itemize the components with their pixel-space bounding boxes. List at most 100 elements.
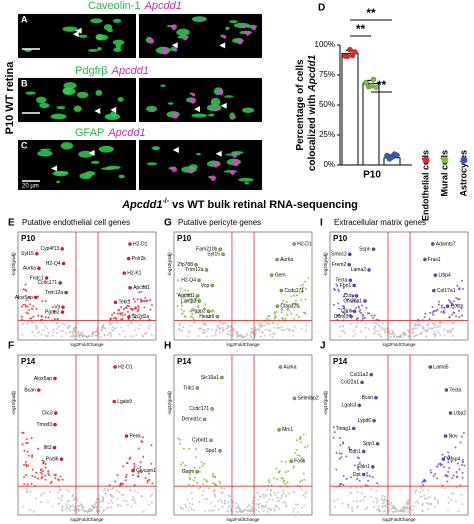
background-point: [288, 329, 291, 332]
cell-signal: [107, 28, 113, 33]
background-point: [350, 476, 353, 479]
background-point: [129, 489, 132, 492]
background-point: [407, 334, 410, 337]
background-point: [367, 479, 370, 482]
cell-signal: [242, 107, 255, 113]
background-point: [22, 463, 25, 466]
background-point: [293, 325, 296, 328]
x-axis-label: log2FoldChange: [226, 517, 260, 522]
gene-point: [351, 426, 356, 431]
background-point: [120, 305, 123, 308]
background-point: [61, 494, 64, 497]
background-point: [383, 509, 386, 512]
background-point: [363, 317, 366, 320]
background-point: [77, 330, 80, 333]
background-point: [418, 332, 421, 335]
background-point: [381, 499, 384, 502]
background-point: [188, 506, 191, 509]
significance-label: **: [366, 6, 376, 20]
background-point: [40, 501, 43, 504]
background-point: [455, 499, 458, 502]
gene-label: Ctss: [344, 293, 355, 299]
background-point: [361, 317, 364, 320]
background-point: [103, 509, 106, 512]
gene-point: [195, 386, 200, 390]
gene-label: Slc16a1: [201, 375, 219, 381]
cell-signal: [118, 174, 125, 179]
gene-point: [53, 411, 58, 415]
y-axis-label: -log10(padj): [11, 390, 16, 415]
gene-label: Col28a1: [343, 298, 362, 304]
gene-label: Tmod3: [36, 422, 52, 428]
background-point: [417, 325, 420, 328]
background-point: [247, 504, 250, 507]
stain-header: GFAP Apcdd1: [75, 127, 146, 139]
legend-swatch: [422, 156, 430, 164]
gene-label: Trim12a: [185, 267, 203, 273]
background-point: [44, 299, 47, 302]
gene-label: Alox5ap: [15, 295, 33, 301]
background-point: [93, 332, 96, 335]
background-point: [345, 298, 348, 301]
background-point: [128, 457, 131, 460]
background-point: [182, 326, 185, 329]
background-point: [219, 482, 222, 485]
background-point: [239, 509, 242, 512]
background-point: [192, 508, 195, 511]
background-point: [447, 496, 450, 499]
background-point: [121, 317, 124, 320]
background-point: [81, 335, 84, 338]
background-point: [397, 509, 400, 512]
x-axis-label: log2FoldChange: [382, 342, 416, 347]
background-point: [268, 479, 271, 482]
gene-point: [220, 375, 224, 380]
cell-signal: [77, 91, 89, 99]
background-point: [438, 321, 441, 324]
gene-label: Glycam1: [136, 468, 156, 474]
background-point: [263, 334, 266, 337]
background-point: [37, 447, 40, 450]
background-point: [356, 505, 359, 508]
background-point: [151, 493, 154, 496]
gene-point: [61, 261, 66, 266]
background-point: [176, 305, 179, 308]
y-axis-label: Percentage of cellscolocalized with Apcdd…: [295, 54, 318, 171]
background-point: [381, 506, 384, 509]
background-point: [91, 504, 94, 507]
background-point: [447, 298, 450, 301]
background-point: [24, 303, 27, 306]
gene-label: Frem2: [332, 262, 347, 268]
background-point: [267, 508, 270, 511]
background-point: [71, 493, 74, 496]
background-point: [139, 324, 142, 327]
background-point: [102, 498, 105, 501]
background-point: [120, 493, 123, 496]
background-point: [451, 313, 454, 316]
background-point: [285, 301, 288, 304]
background-point: [34, 497, 37, 500]
background-point: [423, 497, 426, 500]
background-point: [51, 505, 54, 508]
gene-label: Apcdd1: [178, 293, 195, 299]
gene-point: [209, 438, 213, 443]
background-point: [292, 466, 295, 469]
background-point: [452, 327, 455, 330]
gene-point: [445, 304, 450, 308]
background-point: [236, 510, 239, 513]
background-point: [378, 505, 381, 508]
y-label-line: colocalized with: [307, 94, 318, 171]
background-point: [431, 306, 434, 309]
background-point: [44, 463, 47, 466]
background-point: [35, 307, 38, 310]
background-point: [268, 333, 271, 336]
background-point: [297, 510, 300, 513]
background-point: [37, 295, 40, 298]
background-point: [95, 509, 98, 512]
background-point: [198, 470, 201, 473]
gene-point: [432, 288, 436, 293]
background-point: [387, 500, 390, 503]
gene-point: [352, 309, 357, 314]
background-point: [114, 480, 117, 483]
background-point: [251, 332, 254, 335]
background-point: [176, 292, 179, 295]
